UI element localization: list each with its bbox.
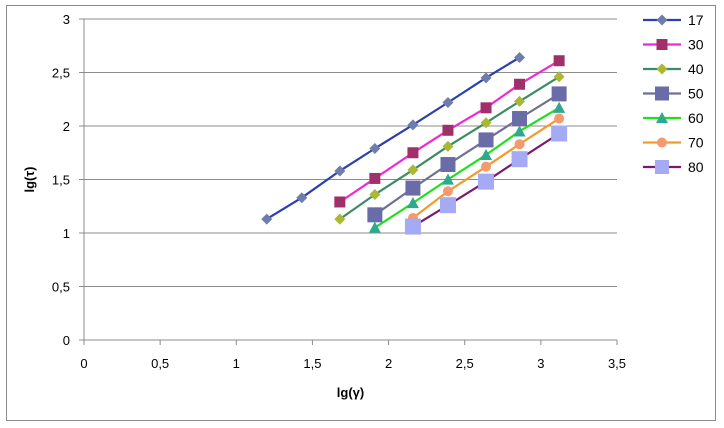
- data-point-80: [551, 125, 568, 142]
- legend-marker-60: [656, 112, 668, 124]
- data-point-80: [404, 218, 421, 235]
- data-point-40: [369, 188, 381, 200]
- data-point-80: [511, 151, 528, 168]
- data-point-40: [514, 95, 526, 107]
- legend-marker-30: [656, 39, 668, 50]
- data-point-70: [442, 186, 453, 197]
- data-point-40: [480, 117, 492, 129]
- data-point-30: [334, 196, 346, 208]
- x-tick-label: 0,5: [151, 356, 169, 371]
- data-point-17: [334, 165, 346, 177]
- data-point-30: [480, 102, 492, 114]
- data-point-60: [553, 101, 566, 113]
- data-point-40: [442, 140, 454, 152]
- data-point-17: [514, 52, 526, 64]
- y-axis-title: lg(τ): [22, 166, 37, 192]
- legend-marker-17: [656, 14, 668, 26]
- data-point-17: [296, 192, 308, 204]
- x-tick-label: 2,5: [456, 356, 474, 371]
- x-tick-label: 3: [537, 356, 544, 371]
- data-point-40: [553, 71, 565, 83]
- axes: [79, 18, 618, 345]
- y-tick-label: 1: [63, 226, 70, 241]
- legend-label-17: 17: [688, 12, 704, 28]
- legend-marker-80: [655, 160, 669, 174]
- y-tick-label: 2,5: [52, 66, 70, 81]
- legend-label-70: 70: [688, 135, 704, 151]
- data-point-50: [551, 86, 567, 102]
- data-point-17: [369, 142, 381, 154]
- legend-label-50: 50: [688, 86, 704, 102]
- y-tick-label: 0,5: [52, 280, 70, 295]
- y-tick-labels: 0 0,5 1 1,5 2 2,5 3: [52, 12, 70, 348]
- x-axis-title: lg(γ): [337, 385, 364, 400]
- data-point-30: [407, 147, 419, 159]
- gridlines: [84, 18, 617, 287]
- x-tick-label: 1: [233, 356, 240, 371]
- data-point-70: [554, 113, 565, 124]
- data-point-60: [480, 148, 493, 160]
- data-point-30: [442, 124, 454, 136]
- data-point-17: [442, 96, 454, 108]
- data-point-60: [406, 197, 419, 209]
- series-line-17: [266, 56, 521, 221]
- x-tick-label: 3,5: [608, 356, 626, 371]
- y-tick-label: 1,5: [52, 173, 70, 188]
- legend-label-30: 30: [688, 37, 704, 53]
- x-tick-label: 0: [80, 356, 87, 371]
- legend-label-80: 80: [688, 159, 704, 175]
- data-point-17: [261, 213, 273, 225]
- series-line-60: [374, 106, 560, 229]
- data-point-70: [514, 139, 525, 150]
- data-point-60: [441, 173, 454, 185]
- legend-label-60: 60: [688, 110, 704, 126]
- data-point-40: [334, 213, 346, 225]
- x-tick-label: 2: [385, 356, 392, 371]
- legend-marker-70: [657, 137, 667, 148]
- data-point-50: [367, 207, 383, 223]
- y-tick-label: 2: [63, 119, 70, 134]
- legend-marker-50: [655, 86, 669, 101]
- data-point-17: [407, 119, 419, 131]
- legend-marker-40: [656, 63, 668, 75]
- x-tick-label: 1,5: [303, 356, 321, 371]
- data-point-70: [481, 161, 492, 172]
- legend: 17 30 40 50 60 70 80: [643, 12, 704, 175]
- data-point-80: [439, 197, 456, 214]
- series-markers: [261, 52, 568, 235]
- data-point-80: [478, 173, 495, 190]
- data-point-60: [513, 125, 526, 137]
- data-point-60: [368, 221, 381, 233]
- data-point-17: [480, 72, 492, 84]
- data-point-30: [369, 172, 381, 184]
- data-point-50: [512, 111, 528, 127]
- data-point-30: [514, 78, 526, 90]
- series-line-50: [374, 92, 560, 216]
- data-point-50: [478, 132, 494, 148]
- chart-frame: [6, 5, 716, 421]
- data-point-50: [405, 180, 421, 196]
- legend-label-40: 40: [688, 61, 704, 77]
- x-tick-labels: 0 0,5 1 1,5 2 2,5 3 3,5: [80, 356, 626, 371]
- y-tick-label: 0: [63, 333, 70, 348]
- data-point-40: [407, 164, 419, 176]
- data-point-50: [440, 157, 456, 173]
- y-tick-label: 3: [63, 12, 70, 27]
- data-point-30: [553, 55, 565, 67]
